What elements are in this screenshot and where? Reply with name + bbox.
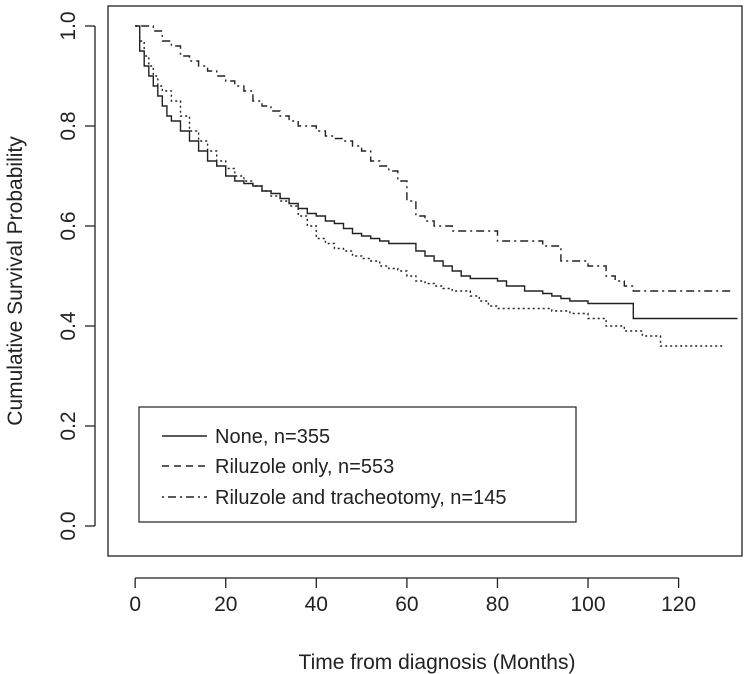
x-tick-label: 40 xyxy=(305,593,328,616)
x-tick-label: 20 xyxy=(214,593,237,616)
legend-box xyxy=(138,406,577,523)
y-tick-label: 0.6 xyxy=(57,211,80,240)
legend-label-riluzole-tracheotomy: Riluzole and tracheotomy, n=145 xyxy=(215,487,506,509)
plot-frame xyxy=(107,5,743,557)
x-tick-label: 0 xyxy=(129,593,141,616)
survival-curve-3 xyxy=(135,25,733,292)
x-axis-label: Time from diagnosis (Months) xyxy=(299,651,576,674)
y-tick-label: 0.2 xyxy=(57,411,80,440)
survival-curve-1 xyxy=(135,25,738,320)
legend-label-riluzole-only: Riluzole only, n=553 xyxy=(215,456,394,478)
y-axis-label: Cumulative Survival Probability xyxy=(4,136,27,426)
y-tick-label: 0.0 xyxy=(57,511,80,540)
x-tick-label: 100 xyxy=(571,593,606,616)
legend-label-none: None, n=355 xyxy=(215,426,330,448)
legend: None, n=355 Riluzole only, n=553 Riluzol… xyxy=(138,406,577,523)
survival-curves xyxy=(135,25,738,347)
x-tick-label: 80 xyxy=(486,593,509,616)
x-tick-label: 60 xyxy=(395,593,418,616)
y-tick-label: 0.8 xyxy=(57,111,80,140)
x-tick-label: 120 xyxy=(661,593,696,616)
y-axis: 0.0 0.2 0.4 0.6 0.8 1.0 xyxy=(57,11,96,541)
y-tick-label: 1.0 xyxy=(57,11,80,40)
y-tick-label: 0.4 xyxy=(57,311,80,341)
survival-curve-2 xyxy=(135,25,724,347)
x-axis: 0 20 40 60 80 100 120 xyxy=(129,577,696,616)
